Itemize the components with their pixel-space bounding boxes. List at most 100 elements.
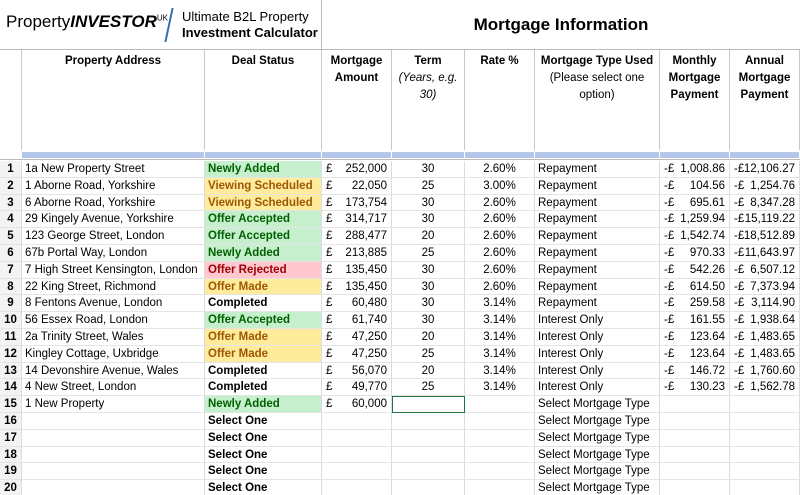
value: 1 xyxy=(7,163,14,175)
value: 2.60% xyxy=(483,230,516,243)
column-header: Deal Status xyxy=(205,50,322,150)
cell-n: 2 xyxy=(0,177,22,195)
cell-address: 22 King Street, Richmond xyxy=(22,278,205,296)
cell-monthly: -£ 1,259.94 xyxy=(660,211,730,229)
value: Newly Added xyxy=(208,398,280,411)
cell-monthly: -£ 123.64 xyxy=(660,329,730,346)
value: 123.64 xyxy=(689,347,725,360)
cell-n: 12 xyxy=(0,345,22,363)
value: 12 xyxy=(4,347,17,360)
currency: -£ xyxy=(734,247,745,259)
value: Interest Only xyxy=(538,347,604,360)
cell-status: Offer Made xyxy=(205,345,322,363)
currency: -£ xyxy=(664,347,675,360)
cell-amount xyxy=(322,413,392,430)
cell-rate: 3.00% xyxy=(465,177,535,195)
cell-amount: £314,717 xyxy=(322,211,392,229)
cell-status: Viewing Scheduled xyxy=(205,177,322,195)
currency: £ xyxy=(326,331,333,343)
cell-address: 67b Portal Way, London xyxy=(22,245,205,262)
cell-term[interactable] xyxy=(392,396,465,413)
currency: -£ xyxy=(734,263,745,276)
value: 7 High Street Kensington, London xyxy=(25,263,198,276)
cell-n: 9 xyxy=(0,295,22,313)
value: 49,770 xyxy=(351,381,387,394)
currency: -£ xyxy=(734,213,745,226)
value: 1 New Property xyxy=(25,398,105,411)
cell-type: Repayment xyxy=(535,194,660,212)
column-title: Rate % xyxy=(480,55,519,67)
cell-address xyxy=(22,463,205,481)
cell-address: 1 Aborne Road, Yorkshire xyxy=(22,177,205,195)
cell-monthly xyxy=(660,463,730,481)
value: Viewing Scheduled xyxy=(208,196,313,209)
cell-type: Repayment xyxy=(535,211,660,229)
cell-annual: -£ 3,114.90 xyxy=(730,295,800,313)
cell-monthly: -£ 542.26 xyxy=(660,261,730,279)
currency: -£ xyxy=(734,297,745,310)
currency: -£ xyxy=(734,280,745,293)
cell-monthly: -£ 130.23 xyxy=(660,379,730,397)
value: 3.14% xyxy=(483,297,516,310)
cell-term xyxy=(392,480,465,495)
value: 1,542.74 xyxy=(680,230,725,243)
value: 3.00% xyxy=(483,179,516,192)
value: 104.56 xyxy=(689,179,725,192)
cell-term: 20 xyxy=(392,362,465,380)
value: Select Mortgage Type xyxy=(538,398,650,411)
value: Offer Accepted xyxy=(208,314,291,327)
value: Select Mortgage Type xyxy=(538,465,650,478)
value: 2.60% xyxy=(483,196,516,209)
value: 2a Trinity Street, Wales xyxy=(25,331,144,343)
cell-annual: -£ 1,483.65 xyxy=(730,345,800,363)
value: Newly Added xyxy=(208,163,280,175)
value: 30 xyxy=(421,314,435,327)
currency: £ xyxy=(326,230,333,243)
value: 2.60% xyxy=(483,263,516,276)
cell-address: 4 New Street, London xyxy=(22,379,205,397)
cell-rate: 3.14% xyxy=(465,362,535,380)
cell-amount: £56,070 xyxy=(322,362,392,380)
column-note: (Years, e.g. 30) xyxy=(398,72,458,101)
value: Interest Only xyxy=(538,381,604,394)
value: 1a New Property Street xyxy=(25,163,145,175)
currency: -£ xyxy=(664,263,675,276)
value: 13 xyxy=(4,364,17,377)
cell-type: Repayment xyxy=(535,245,660,262)
column-title: Mortgage Type Used xyxy=(540,55,654,67)
value: 12,106.27 xyxy=(743,163,795,175)
filter-cell xyxy=(205,152,322,158)
value: 20 xyxy=(421,364,435,377)
cell-type: Repayment xyxy=(535,261,660,279)
column-title: Term xyxy=(414,55,442,67)
value: 47,250 xyxy=(351,347,387,360)
cell-monthly: -£ 1,542.74 xyxy=(660,228,730,245)
currency: -£ xyxy=(734,364,745,377)
value: 3,114.90 xyxy=(751,297,795,310)
cell-n: 3 xyxy=(0,194,22,212)
value: 14 Devonshire Avenue, Wales xyxy=(25,364,179,377)
value: 15,119.22 xyxy=(744,213,795,226)
column-title: Deal Status xyxy=(231,55,295,67)
cell-address xyxy=(22,446,205,464)
currency: -£ xyxy=(664,331,675,343)
logo: PropertyINVESTORUK xyxy=(6,12,168,32)
cell-term: 25 xyxy=(392,245,465,262)
cell-rate xyxy=(465,463,535,481)
value: Select One xyxy=(208,448,268,461)
value: Repayment xyxy=(538,297,597,310)
cell-term: 20 xyxy=(392,228,465,245)
value: 2 xyxy=(7,179,14,192)
value: 1,259.94 xyxy=(680,213,725,226)
tagline-line: Ultimate B2L Property xyxy=(182,9,309,24)
row-header-blank xyxy=(0,50,22,150)
value: Select One xyxy=(208,431,268,444)
value: Completed xyxy=(208,364,268,377)
cell-annual xyxy=(730,413,800,430)
value: Select Mortgage Type xyxy=(538,431,650,444)
tagline-line: Investment Calculator xyxy=(182,25,318,40)
currency: -£ xyxy=(664,381,675,394)
cell-type: Repayment xyxy=(535,278,660,296)
cell-type: Select Mortgage Type xyxy=(535,446,660,464)
cell-annual xyxy=(730,429,800,447)
